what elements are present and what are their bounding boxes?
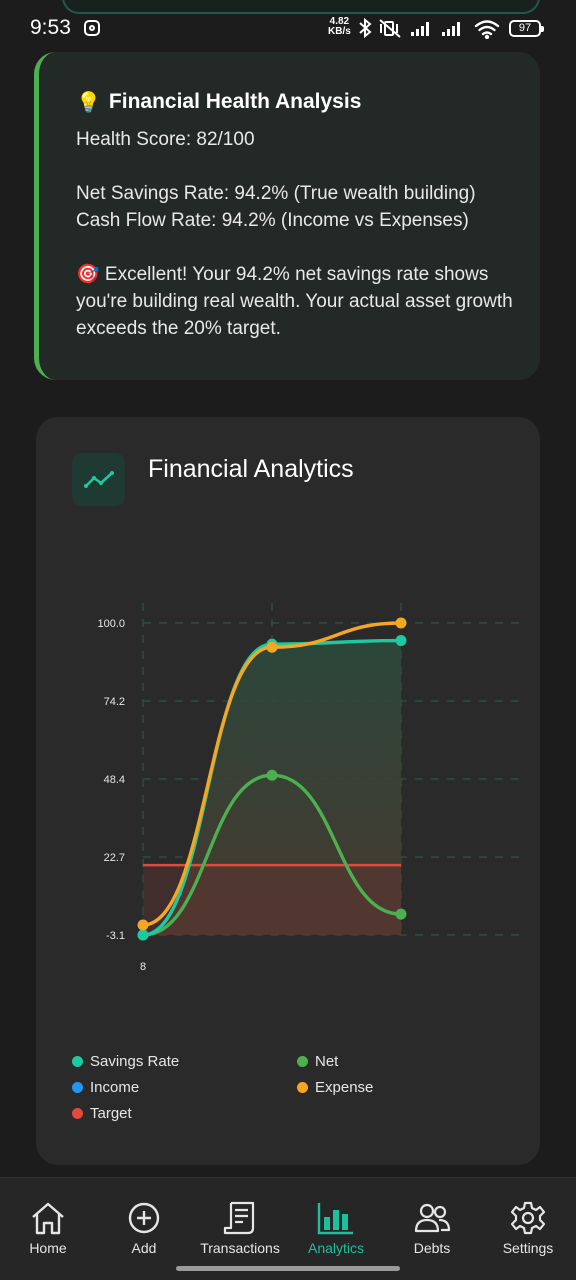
instagram-icon [84,20,100,36]
nav-transactions-label: Transactions [200,1240,280,1256]
data-point-net [395,908,407,920]
vibrate-off-icon [379,19,401,38]
legend-label: Income [90,1078,140,1096]
home-indicator [176,1266,400,1271]
data-point-net [266,769,278,781]
network-speed: 4.82 KB/s [328,17,351,37]
nav-home-label: Home [29,1240,67,1256]
bottom-navigation: Home Add Transactions Analytics Debts [0,1177,576,1280]
legend-label: Target [90,1104,132,1122]
financial-analytics-card: Financial Analytics 100.0 74.2 48.4 22.7 -3.… [36,417,540,1165]
people-icon [414,1203,451,1233]
legend-swatch [297,1081,308,1093]
nav-analytics[interactable]: Analytics [288,1178,384,1266]
data-point-expense [137,919,149,931]
nav-settings[interactable]: Settings [480,1178,576,1266]
savings-rate-area [143,640,401,935]
data-point-expense [266,641,278,653]
cash-flow-rate: Cash Flow Rate: 94.2% (Income vs Expense… [76,210,469,231]
nav-home[interactable]: Home [0,1178,96,1266]
target-area [143,865,401,935]
battery-icon: 97 [509,20,544,37]
y-tick-label: 100.0 [97,618,125,630]
legend-label: Savings Rate [90,1052,180,1070]
legend-swatch [72,1107,83,1119]
y-tick-label: -3.1 [106,930,125,942]
nav-transactions[interactable]: Transactions [192,1178,288,1266]
legend-item: Net [297,1051,338,1071]
previous-card-edge [62,0,540,14]
analytics-title: Financial Analytics [148,455,354,483]
health-card-title-text: Financial Health Analysis [108,90,362,113]
nav-debts-label: Debts [413,1240,451,1256]
nav-debts[interactable]: Debts [384,1178,480,1266]
legend-item: Target [72,1103,132,1123]
legend-swatch [297,1055,308,1067]
network-speed-unit: KB/s [328,26,351,37]
bluetooth-icon [359,17,372,39]
bar-chart-icon [317,1203,353,1235]
data-point-expense [395,617,407,629]
legend-item: Expense [297,1077,373,1097]
status-icons [359,17,500,39]
financial-analytics-chart: 100.0 74.2 48.4 22.7 -3.1 8 [97,603,526,973]
x-tick-label: 8 [140,961,146,973]
legend-item: Income [72,1077,139,1097]
health-message: 🎯 Excellent! Your 94.2% net savings rate… [76,264,513,339]
health-score: Health Score: 82/100 [76,129,255,150]
nav-analytics-label: Analytics [307,1240,365,1256]
signal-icon [442,22,460,36]
health-card-title: 💡 Financial Health Analysis [76,88,540,116]
home-icon [32,1202,64,1235]
gear-icon [510,1201,546,1235]
financial-health-card: 💡 Financial Health Analysis Health Score… [34,52,540,380]
trend-line-icon [72,453,125,506]
legend-item: Savings Rate [72,1051,179,1071]
legend-swatch [72,1055,83,1067]
network-speed-value: 4.82 [329,16,350,27]
status-bar: 9:53 4.82 KB/s 97 [0,0,576,58]
nav-add-label: Add [131,1240,157,1256]
y-tick-label: 22.7 [104,852,125,864]
add-circle-icon [128,1202,160,1234]
status-time: 9:53 [30,16,71,39]
wifi-icon [474,20,500,39]
legend-swatch [72,1081,83,1093]
net-savings-rate: Net Savings Rate: 94.2% (True wealth bui… [76,183,476,204]
nav-settings-label: Settings [502,1240,554,1256]
data-point-savings-rate [137,929,149,941]
data-point-savings-rate [395,635,407,647]
y-tick-label: 48.4 [104,774,125,786]
legend-label: Net [315,1052,339,1070]
y-tick-label: 74.2 [104,696,125,708]
legend-label: Expense [315,1078,374,1096]
nav-add[interactable]: Add [96,1178,192,1266]
receipt-icon [223,1201,255,1235]
signal-icon [411,22,429,36]
series-line-expense [141,621,403,927]
lightbulb-icon: 💡 [76,91,101,114]
